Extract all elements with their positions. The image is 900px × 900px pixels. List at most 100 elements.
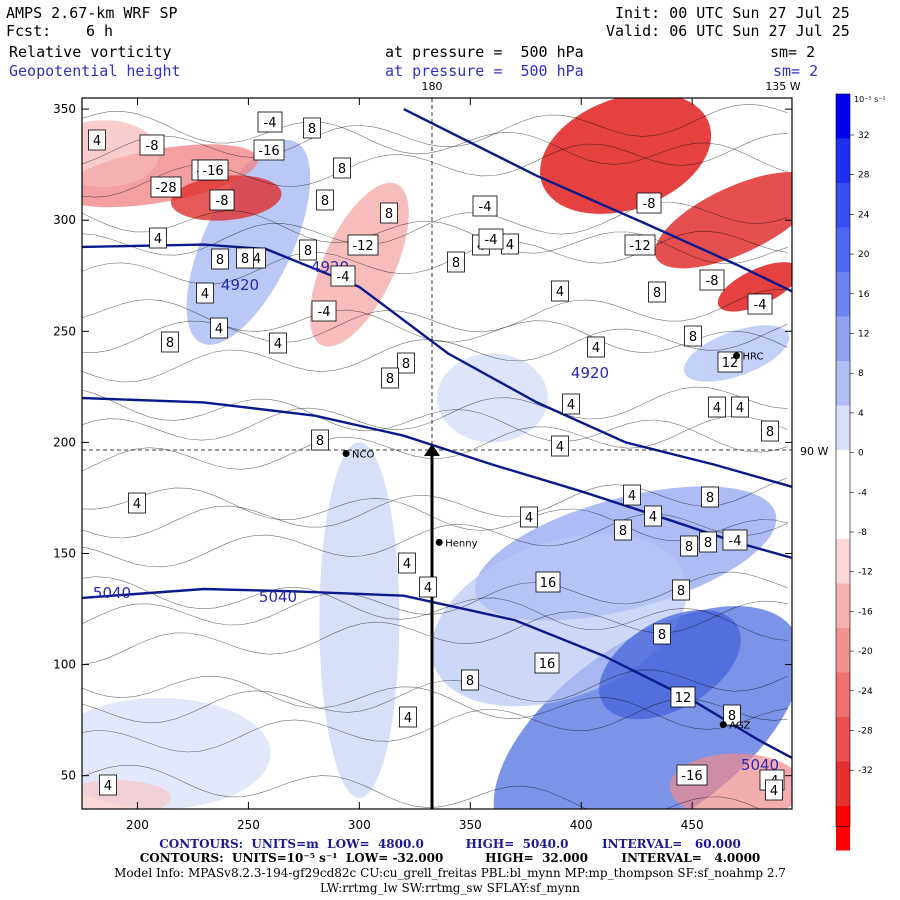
colorbar-segment bbox=[836, 316, 850, 361]
vorticity-label-box bbox=[624, 234, 656, 256]
vorticity-label: 8 bbox=[706, 491, 714, 506]
vorticity-label-box bbox=[210, 317, 228, 339]
vorticity-label: 16 bbox=[539, 657, 556, 672]
vorticity-label-box bbox=[398, 552, 416, 574]
vorticity-label: -4 bbox=[729, 534, 742, 549]
vorticity-label: 8 bbox=[689, 330, 697, 345]
colorbar-label: -8 bbox=[858, 528, 867, 538]
station-label: Henny bbox=[445, 538, 477, 549]
y-tick-label: 350 bbox=[53, 102, 76, 116]
model-title: AMPS 2.67-km WRF SP bbox=[6, 4, 178, 22]
vorticity-label-box bbox=[419, 576, 437, 598]
vorticity-label: 4 bbox=[215, 322, 223, 337]
vorticity-label-box bbox=[128, 492, 146, 514]
field2-name: Geopotential height bbox=[9, 62, 181, 80]
colorbar-frame bbox=[835, 93, 851, 827]
x-tick-label: 250 bbox=[237, 818, 260, 832]
vorticity-contour bbox=[82, 571, 788, 626]
vorticity-contour bbox=[82, 386, 788, 441]
vorticity-label: -8 bbox=[643, 197, 656, 212]
geopotential-label: 5040 bbox=[741, 756, 779, 774]
station-marker bbox=[435, 538, 443, 546]
forecast-label: Fcst: bbox=[6, 22, 52, 40]
colorbar-label: 0 bbox=[858, 449, 864, 459]
vorticity-label: 4 bbox=[253, 252, 261, 267]
vorticity-label-box bbox=[747, 293, 773, 315]
vorticity-label-box bbox=[99, 774, 117, 796]
vorticity-label: -16 bbox=[258, 144, 279, 159]
vorticity-label-box bbox=[209, 189, 235, 211]
vorticity-label-box bbox=[562, 393, 580, 415]
vorticity-shading bbox=[717, 262, 792, 312]
vorticity-label-box bbox=[236, 247, 254, 269]
colorbar-label: 20 bbox=[858, 250, 870, 260]
vorticity-contour bbox=[82, 675, 788, 730]
vorticity-label-box bbox=[623, 484, 641, 506]
vorticity-label: 4 bbox=[93, 134, 101, 149]
vorticity-label-box bbox=[311, 300, 337, 322]
vorticity-label-box bbox=[534, 652, 560, 674]
vorticity-label-box bbox=[551, 435, 569, 457]
init-time: Init: 00 UTC Sun 27 Jul 25 bbox=[615, 4, 850, 22]
vorticity-label-box bbox=[731, 396, 749, 418]
vorticity-label: 8 bbox=[766, 425, 774, 440]
x-tick-label: 350 bbox=[459, 818, 482, 832]
vorticity-label: -4 bbox=[485, 233, 498, 248]
vorticity-label: -4 bbox=[318, 305, 331, 320]
field1-name: Relative vorticity bbox=[9, 43, 172, 61]
colorbar-segment bbox=[836, 628, 850, 673]
colorbar-label: 16 bbox=[858, 290, 870, 300]
vorticity-label: 4 bbox=[713, 401, 721, 416]
vorticity-label: 8 bbox=[308, 122, 316, 137]
vorticity-label: -28 bbox=[155, 181, 176, 196]
vorticity-label-box bbox=[520, 506, 538, 528]
vorticity-label: -4 bbox=[479, 200, 492, 215]
vorticity-label: -16 bbox=[681, 769, 702, 784]
colorbar-label: -4 bbox=[858, 488, 867, 498]
vorticity-contour bbox=[82, 698, 788, 753]
vorticity-label-box bbox=[303, 117, 321, 139]
vorticity-label: 4 bbox=[770, 784, 778, 799]
colorbar-label: 4 bbox=[858, 409, 864, 419]
station-label: NCO bbox=[352, 450, 374, 461]
colorbar-units: 10⁻⁵ s⁻¹ bbox=[854, 95, 886, 104]
colorbar-segment bbox=[836, 539, 850, 584]
vorticity-label-box bbox=[161, 331, 179, 353]
geopotential-label: 4920 bbox=[571, 364, 609, 382]
vorticity-label-box bbox=[139, 134, 165, 156]
vorticity-label-box bbox=[587, 336, 605, 358]
vorticity-label-box bbox=[461, 669, 479, 691]
vorticity-label-box bbox=[149, 227, 167, 249]
footer-geopotential-contours: CONTOURS: UNITS=m LOW= 4800.0 HIGH= 5040… bbox=[159, 837, 741, 851]
vorticity-label-box bbox=[257, 111, 283, 133]
colorbar-label: -20 bbox=[858, 647, 873, 657]
vorticity-label-box bbox=[699, 269, 725, 291]
colorbar-label: -32 bbox=[858, 766, 873, 776]
vorticity-label: 4 bbox=[592, 341, 600, 356]
vorticity-label: 8 bbox=[321, 194, 329, 209]
vorticity-label: 8 bbox=[386, 372, 394, 387]
colorbar-segment bbox=[836, 494, 850, 539]
vorticity-contour bbox=[82, 415, 788, 472]
vorticity-label-box bbox=[644, 505, 662, 527]
vorticity-label-box bbox=[299, 239, 317, 261]
vorticity-label: 8 bbox=[304, 244, 312, 259]
vorticity-label: -8 bbox=[706, 274, 719, 289]
vorticity-label-box bbox=[535, 571, 561, 593]
colorbar-segment bbox=[836, 450, 850, 495]
vorticity-label-box bbox=[614, 519, 632, 541]
vorticity-label-box bbox=[648, 281, 666, 303]
vorticity-label-box bbox=[316, 189, 334, 211]
x-tick-label: 400 bbox=[570, 818, 593, 832]
vorticity-label: 4 bbox=[506, 238, 514, 253]
vorticity-label: -8 bbox=[216, 194, 229, 209]
geopotential-contour bbox=[82, 243, 792, 488]
vorticity-label-box bbox=[88, 129, 106, 151]
colorbar-label: 32 bbox=[858, 131, 869, 141]
vorticity-label-box bbox=[680, 535, 698, 557]
vorticity-label-box bbox=[551, 280, 569, 302]
station-label: AGZ bbox=[729, 721, 750, 732]
colorbar-label: -12 bbox=[858, 568, 873, 578]
vorticity-label-box bbox=[708, 396, 726, 418]
